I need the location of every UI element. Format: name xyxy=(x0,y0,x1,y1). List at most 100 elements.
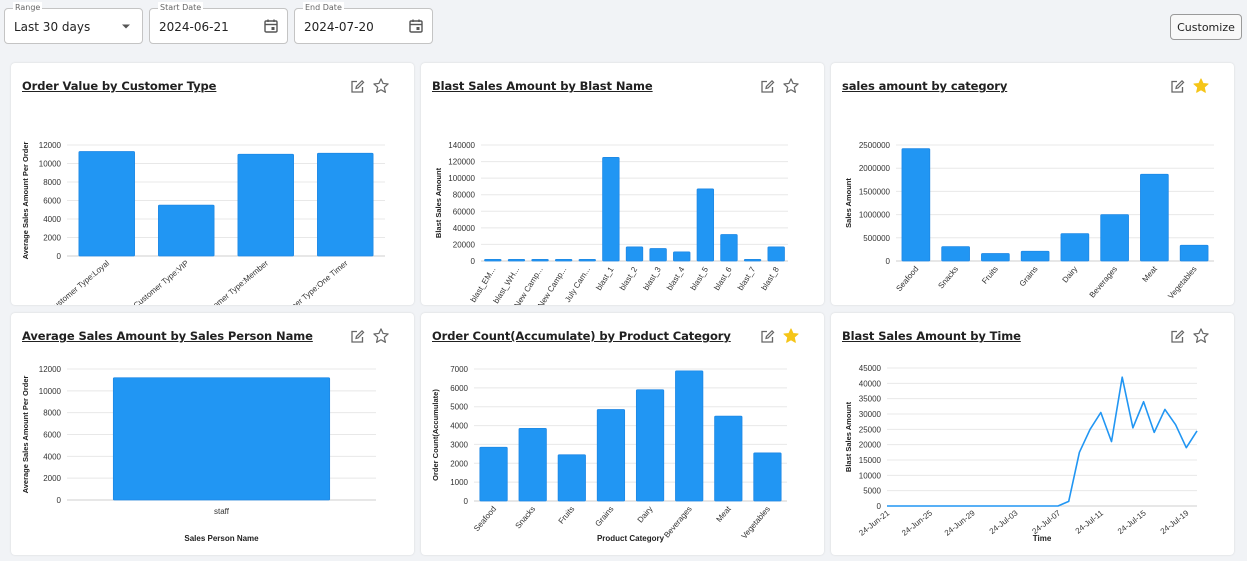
edit-icon[interactable] xyxy=(349,79,365,95)
chart-area: 0 20000 40000 60000 80000 100000 120000 140000 B… xyxy=(434,141,788,305)
bar xyxy=(720,234,738,262)
star-icon[interactable] xyxy=(782,327,800,345)
bar xyxy=(1140,173,1169,262)
y-tick-label: 0 xyxy=(57,252,62,261)
x-tick-label: Snacks xyxy=(936,265,960,291)
x-tick-label: Seafood xyxy=(894,265,920,294)
x-tick-label: Meat xyxy=(715,504,734,524)
x-tick-label: blast_8 xyxy=(760,265,782,292)
card-title[interactable]: sales amount by category xyxy=(842,79,1008,93)
chart-area: 0 5000 10000 15000 20000 25000 30000 35000 40000… xyxy=(844,364,1198,543)
y-tick-label: 12000 xyxy=(39,365,62,374)
chart-card: Order Count(Accumulate) by Product Categ… xyxy=(421,313,824,555)
y-tick-label: 100000 xyxy=(448,174,475,183)
star-icon[interactable] xyxy=(1192,327,1210,345)
bar xyxy=(602,157,620,262)
y-tick-label: 40000 xyxy=(859,379,882,388)
y-tick-label: 0 xyxy=(471,257,476,266)
y-tick-label: 5000 xyxy=(450,403,468,412)
bar xyxy=(158,204,215,257)
edit-icon[interactable] xyxy=(349,329,365,345)
star-icon[interactable] xyxy=(782,77,800,95)
end-date-field[interactable]: End Date 2024-07-20 xyxy=(294,2,433,44)
star-icon[interactable] xyxy=(372,327,390,345)
star-icon[interactable] xyxy=(372,77,390,95)
x-tick-label: 24-Jun-21 xyxy=(857,508,891,538)
bar xyxy=(484,258,502,262)
y-tick-label: 10000 xyxy=(859,471,882,480)
customize-button[interactable]: Customize xyxy=(1170,14,1242,40)
bar xyxy=(649,248,667,262)
y-tick-label: 2500000 xyxy=(859,141,891,150)
y-tick-label: 25000 xyxy=(859,425,882,434)
range-label: Range xyxy=(13,2,43,14)
x-tick-label: 24-Jul-11 xyxy=(1074,508,1106,536)
calendar-icon[interactable] xyxy=(408,18,424,34)
y-tick-label: 0 xyxy=(57,496,62,505)
calendar-icon[interactable] xyxy=(263,18,279,34)
bar xyxy=(753,452,782,502)
x-tick-label: blast_3 xyxy=(642,265,664,292)
bar xyxy=(596,409,626,502)
y-tick-label: 10000 xyxy=(39,387,62,396)
y-tick-label: 4000 xyxy=(450,422,468,431)
caret-down-icon xyxy=(122,24,130,29)
card-title[interactable]: Order Count(Accumulate) by Product Categ… xyxy=(432,329,731,343)
chart-area: 0 1000 2000 3000 4000 5000 6000 7000 Order Count… xyxy=(431,365,787,543)
start-date-field[interactable]: Start Date 2024-06-21 xyxy=(149,2,288,44)
bar xyxy=(941,246,970,262)
card-title[interactable]: Average Sales Amount by Sales Person Nam… xyxy=(22,329,313,343)
y-tick-label: 3000 xyxy=(450,440,468,449)
chart-area: 0 2000 4000 6000 8000 10000 12000 Average Sales… xyxy=(21,365,376,543)
x-tick-label: 24-Jun-29 xyxy=(943,508,977,538)
x-tick-label: Fruits xyxy=(980,265,1000,286)
y-tick-label: 2000 xyxy=(450,459,468,468)
x-tick-label: 24-Jul-19 xyxy=(1159,508,1191,536)
x-tick-label: blast_2 xyxy=(618,265,640,292)
edit-icon[interactable] xyxy=(1169,329,1185,345)
bar xyxy=(479,446,508,502)
card-title[interactable]: Order Value by Customer Type xyxy=(22,79,217,93)
y-tick-label: 0 xyxy=(464,497,469,506)
card-title[interactable]: Blast Sales Amount by Blast Name xyxy=(432,79,653,93)
start-date-value: 2024-06-21 xyxy=(159,20,229,34)
edit-icon[interactable] xyxy=(1169,79,1185,95)
x-tick-label: Vegetables xyxy=(740,505,772,541)
y-tick-label: 80000 xyxy=(453,191,476,200)
start-date-label: Start Date xyxy=(158,2,204,14)
bar xyxy=(237,153,294,257)
y-tick-label: 4000 xyxy=(43,215,61,224)
y-tick-label: 15000 xyxy=(859,456,882,465)
star-icon[interactable] xyxy=(1192,77,1210,95)
y-tick-label: 40000 xyxy=(453,224,476,233)
x-tick-label: Meat xyxy=(1141,264,1160,284)
x-tick-label: 24-Jul-07 xyxy=(1030,508,1062,536)
x-tick-label: Customer Type:VIP xyxy=(132,259,191,305)
range-select[interactable]: Range Last 30 days xyxy=(4,2,143,44)
bar xyxy=(673,251,691,262)
x-tick-label: Vegetables xyxy=(1166,265,1198,301)
bar xyxy=(1100,214,1129,262)
bar xyxy=(518,428,547,502)
bar xyxy=(714,415,743,502)
range-value: Last 30 days xyxy=(14,20,91,34)
x-tick-label: blast_6 xyxy=(712,265,734,292)
x-tick-label: Grains xyxy=(593,505,615,529)
edit-icon[interactable] xyxy=(759,329,775,345)
y-tick-label: 2000 xyxy=(43,234,61,243)
bar xyxy=(625,246,644,262)
x-tick-label: blast_4 xyxy=(665,265,687,292)
x-axis-label: Time xyxy=(1033,534,1052,543)
edit-icon[interactable] xyxy=(759,79,775,95)
y-tick-label: 7000 xyxy=(450,365,468,374)
bar xyxy=(635,389,665,502)
card-title[interactable]: Blast Sales Amount by Time xyxy=(842,329,1021,343)
x-tick-label: 24-Jun-25 xyxy=(900,508,934,538)
y-tick-label: 12000 xyxy=(39,141,62,150)
x-tick-label: blast_7 xyxy=(736,265,758,292)
y-tick-label: 35000 xyxy=(859,395,882,404)
y-tick-label: 2000000 xyxy=(859,164,891,173)
bar xyxy=(557,454,586,502)
y-axis-label: Order Count(Accumulate) xyxy=(431,389,440,481)
y-axis-label: Average Sales Amount Per Order xyxy=(21,142,30,260)
